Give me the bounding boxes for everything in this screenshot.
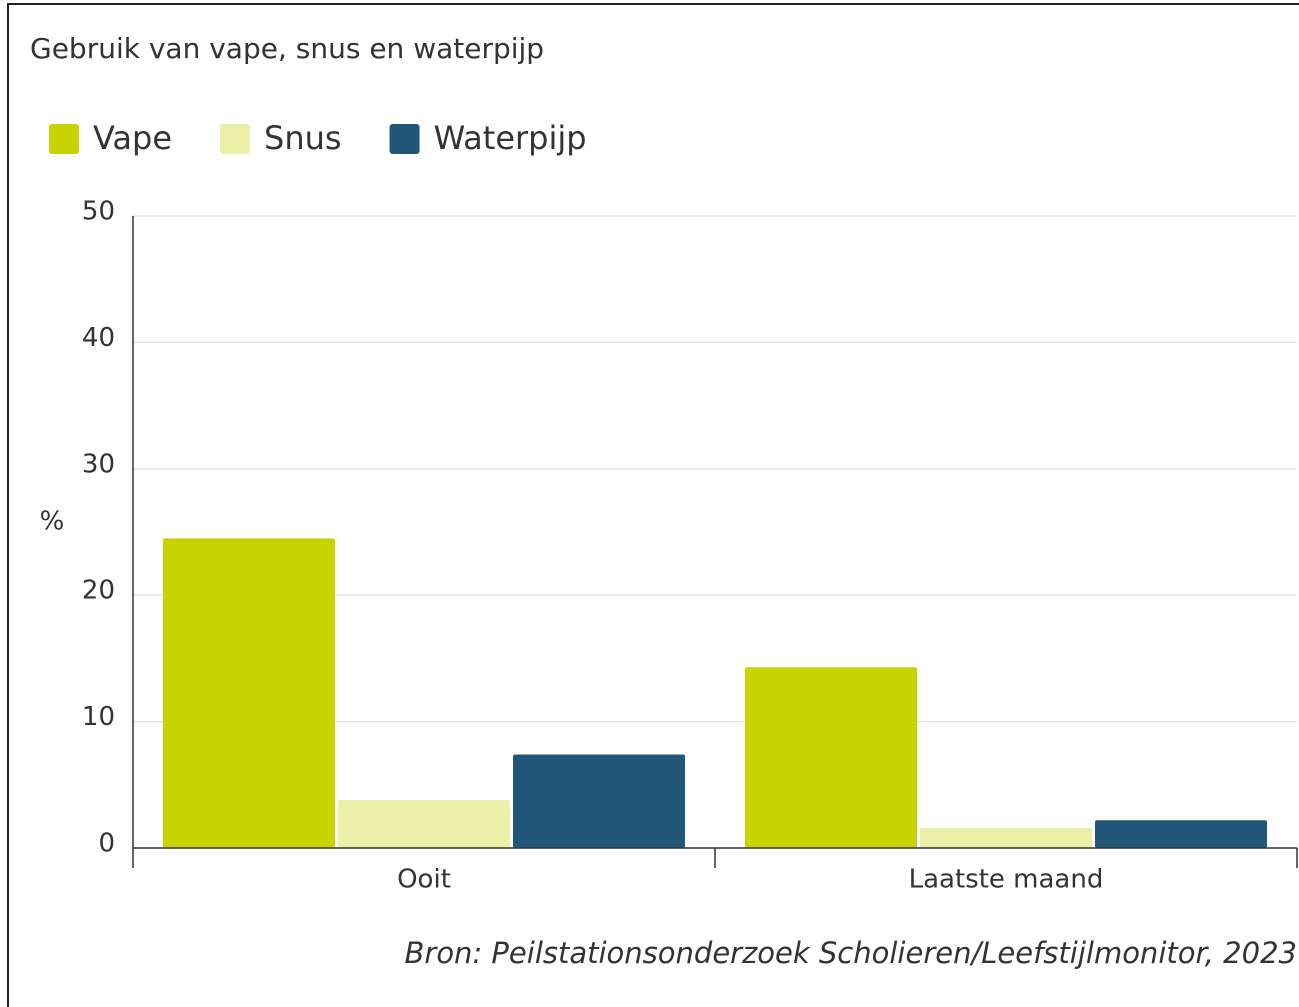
frame	[7, 3, 1299, 1007]
y-tick-label: 30	[82, 449, 115, 479]
y-tick-label: 0	[98, 829, 115, 859]
legend-swatch	[49, 124, 79, 154]
legend-label: Vape	[93, 119, 172, 157]
bar	[1095, 820, 1267, 848]
legend-swatch	[389, 124, 420, 154]
x-tick-label: Ooit	[397, 865, 451, 895]
legend-label: Snus	[264, 119, 342, 157]
y-tick-label: 10	[82, 702, 115, 732]
legend-label: Waterpijp	[434, 119, 587, 157]
y-tick-label: 50	[82, 197, 115, 227]
y-tick-label: 20	[82, 576, 115, 606]
x-tick-label: Laatste maand	[909, 865, 1104, 895]
legend-swatch	[220, 124, 251, 154]
chart-title: Gebruik van vape, snus en waterpijp	[30, 32, 544, 65]
bar	[920, 827, 1092, 848]
bar	[163, 538, 335, 848]
source: Bron: Peilstationsonderzoek Scholieren/L…	[405, 936, 1298, 970]
y-axis-label: %	[40, 507, 65, 537]
bar	[513, 754, 685, 848]
bar	[745, 667, 917, 848]
y-tick-label: 40	[82, 323, 115, 353]
bar	[338, 799, 510, 848]
